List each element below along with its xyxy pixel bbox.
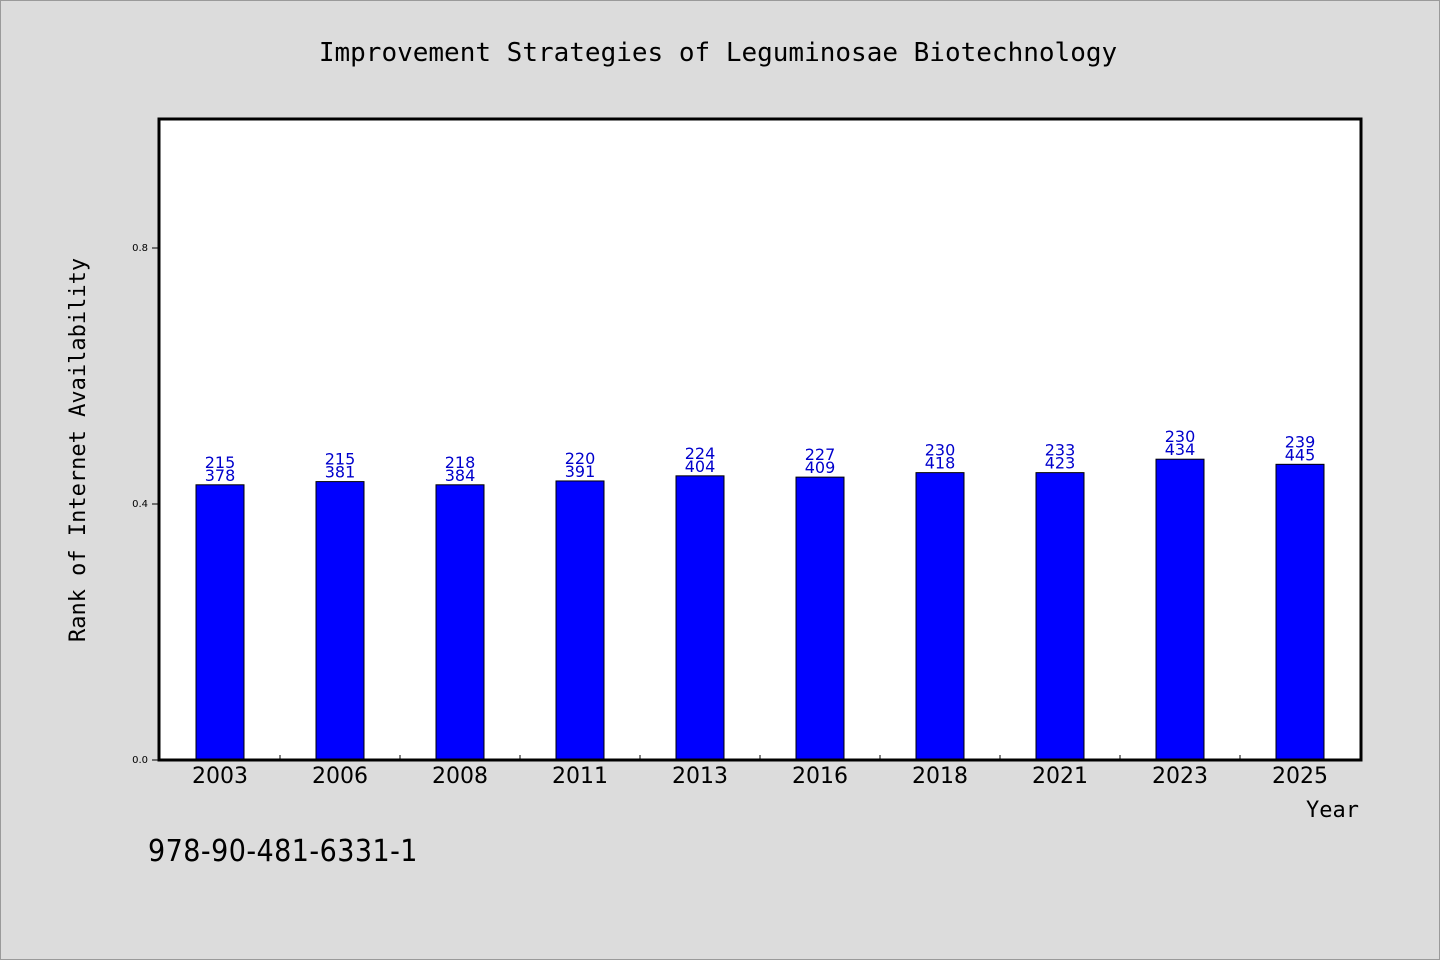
bar-label-top: 218 bbox=[445, 453, 476, 472]
bar-2018 bbox=[915, 472, 965, 761]
bar-label-bottom: 391 bbox=[565, 462, 596, 481]
x-tick-label: 2003 bbox=[192, 764, 248, 789]
bar-label-bottom: 378 bbox=[205, 466, 236, 485]
x-tick-label: 2021 bbox=[1032, 764, 1088, 789]
bar-label-bottom: 384 bbox=[445, 466, 476, 485]
bar-label-top: 215 bbox=[205, 453, 236, 472]
bar-label-bottom: 409 bbox=[805, 458, 836, 477]
bar-label-top: 220 bbox=[565, 449, 596, 468]
bar-2008 bbox=[435, 484, 485, 761]
bar-label-top: 230 bbox=[1165, 427, 1196, 446]
x-tick-label: 2023 bbox=[1152, 764, 1208, 789]
bar-label-bottom: 445 bbox=[1285, 445, 1316, 464]
x-tick-label: 2006 bbox=[312, 764, 368, 789]
bar-label-top: 215 bbox=[325, 450, 356, 469]
bar-label-top: 224 bbox=[685, 444, 716, 463]
bar-label-bottom: 381 bbox=[325, 463, 356, 482]
plot-border bbox=[157, 117, 1363, 762]
x-tick-label: 2018 bbox=[912, 764, 968, 789]
y-axis-label: Rank of Internet Availability bbox=[66, 258, 91, 642]
bar-2013 bbox=[675, 475, 725, 761]
isbn-text: 978-90-481-6331-1 bbox=[148, 834, 418, 869]
bar-2003 bbox=[195, 484, 245, 761]
bar-label-bottom: 404 bbox=[685, 457, 716, 476]
bar-2023 bbox=[1155, 458, 1205, 761]
bar-label-bottom: 434 bbox=[1165, 440, 1196, 459]
bar-2016 bbox=[795, 476, 845, 761]
bar-label-bottom: 418 bbox=[925, 454, 956, 473]
bar-2021 bbox=[1035, 472, 1085, 761]
y-tick-label: 0.4 bbox=[132, 499, 148, 510]
bar-label-bottom: 423 bbox=[1045, 454, 1076, 473]
x-tick-label: 2016 bbox=[792, 764, 848, 789]
x-tick-label: 2025 bbox=[1272, 764, 1328, 789]
x-tick-label: 2008 bbox=[432, 764, 488, 789]
y-tick-label: 0.0 bbox=[132, 755, 148, 766]
x-tick-label: 2011 bbox=[552, 764, 608, 789]
bar-2006 bbox=[315, 481, 365, 761]
bar-label-top: 233 bbox=[1045, 441, 1076, 460]
y-tick-label: 0.8 bbox=[132, 243, 148, 254]
x-tick-label: 2013 bbox=[672, 764, 728, 789]
bar-2011 bbox=[555, 480, 605, 761]
bar-2025 bbox=[1275, 463, 1325, 761]
bar-label-top: 227 bbox=[805, 445, 836, 464]
bar-label-top: 239 bbox=[1285, 432, 1316, 451]
x-axis-label: Year bbox=[1306, 798, 1359, 823]
chart-title: Improvement Strategies of Leguminosae Bi… bbox=[319, 38, 1117, 68]
bar-label-top: 230 bbox=[925, 441, 956, 460]
